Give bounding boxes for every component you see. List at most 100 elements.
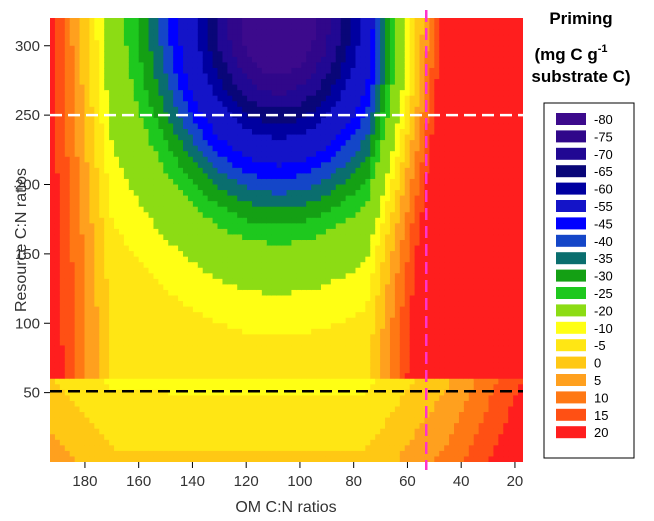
heatmap-cell [197, 412, 204, 419]
heatmap-cell [301, 423, 307, 430]
heatmap-cell [306, 273, 312, 280]
heatmap-cell [232, 117, 238, 125]
heatmap-cell [197, 156, 204, 163]
heatmap-cell [128, 206, 135, 213]
heatmap-cell [325, 400, 332, 408]
heatmap-cell [247, 117, 253, 125]
heatmap-cell [143, 389, 150, 396]
heatmap-cell [306, 73, 312, 80]
heatmap-cell [109, 362, 115, 369]
heatmap-cell [286, 162, 293, 169]
heatmap-cell [335, 395, 342, 402]
heatmap-cell [296, 73, 302, 80]
heatmap-cell [276, 34, 283, 41]
heatmap-cell [281, 90, 288, 97]
heatmap-cell [64, 173, 71, 180]
heatmap-cell [148, 90, 155, 97]
heatmap-cell [330, 112, 337, 119]
heatmap-cell [261, 395, 268, 402]
heatmap-cell [247, 412, 253, 419]
heatmap-cell [237, 317, 243, 324]
heatmap-cell [143, 167, 150, 174]
heatmap-cell [286, 184, 293, 191]
heatmap-cell [202, 273, 209, 280]
heatmap-cell [114, 101, 120, 108]
heatmap-cell [232, 395, 238, 402]
heatmap-cell [207, 67, 214, 75]
heatmap-cell [320, 267, 327, 274]
heatmap-cell [173, 51, 179, 58]
heatmap-cell [128, 367, 135, 374]
heatmap-cell [109, 356, 115, 363]
heatmap-cell [50, 362, 56, 369]
heatmap-cell [316, 450, 322, 458]
heatmap-cell [69, 406, 76, 413]
heatmap-cell [84, 95, 91, 102]
heatmap-cell [197, 273, 204, 280]
heatmap-cell [217, 101, 224, 108]
heatmap-cell [178, 201, 184, 208]
heatmap-cell [286, 134, 293, 141]
heatmap-cell [178, 117, 184, 125]
heatmap-cell [355, 167, 362, 174]
heatmap-cell [79, 323, 86, 330]
heatmap-cell [227, 400, 233, 408]
heatmap-cell [266, 439, 273, 446]
heatmap-cell [64, 240, 71, 247]
heatmap-cell [109, 67, 115, 75]
heatmap-cell [227, 434, 233, 441]
heatmap-cell [325, 251, 332, 258]
heatmap-cell [296, 389, 302, 396]
heatmap-cell [301, 184, 307, 191]
heatmap-cell [320, 73, 327, 80]
heatmap-cell [50, 240, 56, 247]
heatmap-cell [335, 51, 342, 58]
heatmap-cell [261, 345, 268, 352]
heatmap-cell [350, 95, 357, 102]
heatmap-cell [316, 240, 322, 247]
heatmap-cell [340, 106, 347, 113]
heatmap-cell [276, 240, 283, 247]
heatmap-cell [178, 151, 184, 158]
heatmap-cell [109, 62, 115, 69]
heatmap-cell [94, 62, 100, 69]
heatmap-cell [178, 162, 184, 169]
heatmap-cell [247, 90, 253, 97]
heatmap-cell [281, 395, 288, 402]
heatmap-cell [217, 423, 224, 430]
heatmap-cell [187, 145, 194, 152]
heatmap-cell [99, 312, 105, 319]
heatmap-cell [114, 450, 120, 458]
heatmap-cell [84, 289, 91, 297]
heatmap-cell [232, 56, 238, 63]
heatmap-cell [69, 395, 76, 402]
heatmap-cell [237, 289, 243, 297]
heatmap-cell [222, 423, 228, 430]
heatmap-cell [163, 406, 169, 413]
heatmap-cell [350, 45, 357, 52]
heatmap-cell [118, 301, 125, 308]
heatmap-cell [222, 306, 228, 313]
heatmap-cell [74, 45, 81, 52]
heatmap-cell [79, 439, 86, 446]
heatmap-cell [340, 378, 347, 385]
heatmap-cell [291, 339, 297, 347]
heatmap-cell [237, 56, 243, 63]
heatmap-cell [173, 362, 179, 369]
heatmap-cell [109, 234, 115, 241]
heatmap-cell [89, 173, 95, 180]
heatmap-cell [330, 267, 337, 274]
heatmap-cell [50, 212, 56, 219]
heatmap-cell [202, 373, 209, 380]
heatmap-cell [325, 395, 332, 402]
heatmap-cell [296, 456, 302, 462]
heatmap-cell [114, 217, 120, 224]
heatmap-cell [247, 378, 253, 385]
heatmap-cell [104, 339, 110, 347]
heatmap-cell [320, 384, 327, 391]
heatmap-cell [247, 450, 253, 458]
heatmap-cell [138, 173, 145, 180]
heatmap-cell [84, 240, 91, 247]
heatmap-cell [335, 256, 342, 263]
heatmap-cell [99, 400, 105, 408]
